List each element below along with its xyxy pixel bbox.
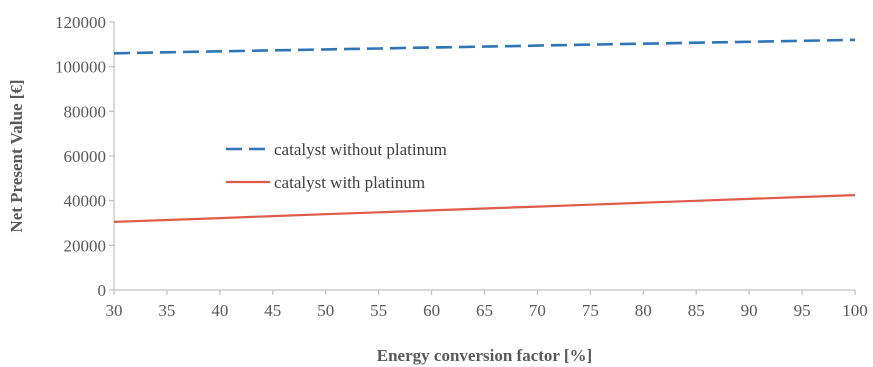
x-tick-label: 95 xyxy=(794,301,811,320)
x-tick-label: 75 xyxy=(582,301,599,320)
x-tick-label: 60 xyxy=(423,301,440,320)
x-tick-label: 70 xyxy=(529,301,546,320)
legend: catalyst without platinum catalyst with p… xyxy=(226,140,447,192)
series-line-0 xyxy=(113,38,856,55)
x-tick-label: 55 xyxy=(370,301,387,320)
x-axis-ticks: 30 35 40 45 50 55 60 65 70 75 80 85 90 95 100 xyxy=(106,290,868,320)
x-tick-label: 50 xyxy=(317,301,334,320)
x-tick-label: 35 xyxy=(158,301,175,320)
x-tick-label: 80 xyxy=(635,301,652,320)
y-tick-label: 60000 xyxy=(64,147,107,166)
x-tick-label: 40 xyxy=(211,301,228,320)
legend-label-1: catalyst with platinum xyxy=(274,173,425,192)
y-tick-label: 120000 xyxy=(55,13,106,32)
series-line-1 xyxy=(113,194,856,223)
x-tick-label: 90 xyxy=(741,301,758,320)
x-tick-label: 30 xyxy=(106,301,123,320)
x-axis-title: Energy conversion factor [%] xyxy=(377,346,592,365)
series-layer xyxy=(113,38,856,223)
y-axis-ticks: 0 20000 40000 60000 80000 100000 120000 xyxy=(55,13,114,300)
y-tick-label: 40000 xyxy=(64,192,107,211)
x-tick-label: 85 xyxy=(688,301,705,320)
x-tick-label: 45 xyxy=(264,301,281,320)
y-tick-label: 20000 xyxy=(64,236,107,255)
legend-label-0: catalyst without platinum xyxy=(274,140,447,159)
y-tick-label: 0 xyxy=(98,281,107,300)
x-tick-label: 100 xyxy=(842,301,868,320)
y-tick-label: 80000 xyxy=(64,102,107,121)
x-tick-label: 65 xyxy=(476,301,493,320)
y-axis-title: Net Present Value [€] xyxy=(7,79,26,232)
y-tick-label: 100000 xyxy=(55,58,106,77)
